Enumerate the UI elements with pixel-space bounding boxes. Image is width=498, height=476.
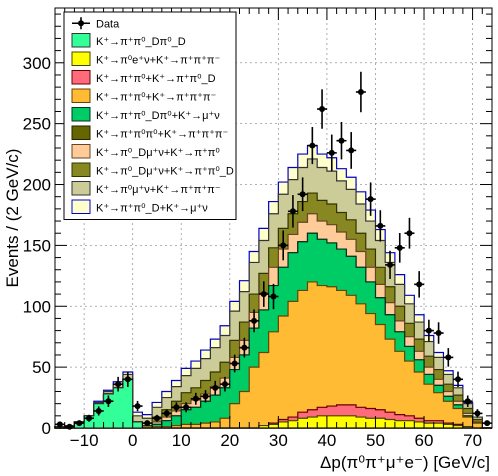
data-point — [270, 293, 277, 300]
data-point — [328, 149, 335, 156]
legend-label: K⁺→π⁺π⁰_D+K⁺→μ⁺ν — [96, 203, 208, 215]
y-tick-label: 150 — [23, 236, 51, 255]
data-point — [192, 395, 199, 402]
data-point — [231, 360, 238, 367]
data-point — [95, 407, 102, 414]
data-point — [280, 242, 287, 249]
y-tick-label: 300 — [23, 54, 51, 73]
data-point — [221, 381, 228, 388]
legend-label: K⁺→π⁺π⁰_Dπ⁰+K⁺→μ⁺ν — [96, 110, 220, 122]
legend-label: K⁺→π⁺π⁰π⁰+K⁺→π⁺π⁺π⁻ — [96, 129, 228, 141]
y-tick-label: 0 — [42, 419, 51, 438]
data-point — [387, 261, 394, 268]
legend-swatch — [71, 144, 91, 159]
legend-swatch — [71, 181, 91, 196]
legend-swatch — [71, 107, 91, 122]
legend-swatch — [71, 33, 91, 48]
data-point — [251, 317, 258, 324]
data-point — [299, 191, 306, 198]
data-point — [435, 330, 442, 337]
y-tick-label: 50 — [32, 358, 51, 377]
x-tick-label: 40 — [317, 431, 336, 450]
data-point — [153, 415, 160, 422]
data-points — [54, 71, 493, 430]
x-tick-label: 30 — [269, 431, 288, 450]
legend-label: K⁺→π⁺π⁰_Dπ⁰_D — [96, 36, 186, 48]
data-point — [212, 384, 219, 391]
data-point — [455, 376, 462, 383]
data-point — [357, 89, 364, 95]
data-point — [202, 393, 209, 400]
legend: Data K⁺→π⁺π⁰_Dπ⁰_D K⁺→π⁰e⁺ν+K⁺→π⁺π⁺π⁻ K⁺→π⁺… — [63, 11, 237, 220]
data-point — [474, 410, 481, 417]
legend-swatch — [71, 125, 91, 140]
legend-swatch — [71, 51, 91, 66]
x-axis-label: Δp(π⁰π⁺μ⁺e⁻) [GeV/c] — [320, 453, 490, 472]
legend-label: K⁺→π⁰_Dμ⁺ν+K⁺→π⁺π⁰_D — [96, 166, 234, 178]
data-point — [464, 398, 471, 405]
x-tick-label: 0 — [128, 431, 137, 450]
x-tick-label: 60 — [415, 431, 434, 450]
data-point — [260, 291, 267, 298]
x-tick-label: 50 — [366, 431, 385, 450]
data-point — [309, 142, 316, 149]
data-point — [76, 420, 83, 427]
data-point — [56, 421, 63, 428]
legend-label: K⁺→π⁰e⁺ν+K⁺→π⁺π⁺π⁻ — [96, 55, 221, 67]
legend-swatch — [71, 162, 91, 177]
x-tick-label: 10 — [172, 431, 191, 450]
data-point — [115, 381, 122, 388]
y-axis-label: Events / (2 GeV/c) — [3, 149, 22, 288]
legend-data-marker — [78, 20, 84, 27]
data-point — [484, 420, 491, 427]
data-point — [241, 344, 248, 351]
x-tick-label: −10 — [70, 431, 99, 450]
y-tick-label: 100 — [23, 297, 51, 316]
data-point — [416, 281, 423, 288]
legend-swatch — [71, 70, 91, 85]
axes: −10 0 10 20 30 40 50 60 70 0 50 100 150 200 250 300 — [23, 8, 493, 450]
data-point — [124, 376, 131, 383]
legend-label: K⁺→π⁰_Dμ⁺ν+K⁺→π⁺π⁰ — [96, 147, 220, 159]
data-point — [425, 327, 432, 334]
data-point — [144, 420, 151, 427]
data-point — [289, 208, 296, 215]
data-point — [105, 398, 112, 405]
data-point — [66, 423, 73, 430]
legend-label: K⁺→π⁰μ⁺ν+K⁺→π⁺π⁺π⁻ — [96, 184, 221, 196]
data-point — [406, 230, 413, 237]
data-point — [173, 404, 180, 411]
x-tick-label: 20 — [220, 431, 239, 450]
data-point — [85, 415, 92, 422]
data-point — [163, 410, 170, 417]
data-point — [396, 244, 403, 251]
data-point — [377, 222, 384, 229]
data-point — [183, 404, 190, 411]
data-point — [367, 196, 374, 203]
legend-swatch — [71, 199, 91, 214]
data-point — [319, 106, 326, 113]
legend-box — [63, 11, 237, 220]
y-tick-label: 250 — [23, 115, 51, 134]
x-tick-label: 70 — [463, 431, 482, 450]
data-point — [338, 137, 345, 144]
legend-label: K⁺→π⁺π⁰+K⁺→π⁺π⁰_D — [96, 73, 216, 85]
data-point — [348, 147, 355, 154]
legend-swatch — [71, 88, 91, 103]
data-point — [134, 403, 141, 410]
data-point — [445, 354, 452, 361]
y-tick-label: 200 — [23, 176, 51, 195]
legend-label: Data — [96, 18, 120, 30]
legend-label: K⁺→π⁺π⁰+K⁺→π⁺π⁺π⁻ — [96, 92, 216, 104]
